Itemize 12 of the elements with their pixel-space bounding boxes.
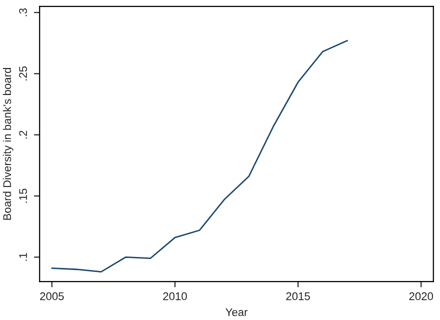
y-tick-label: .3: [19, 8, 27, 16]
y-tick-label: .2: [19, 130, 27, 138]
x-tick-label: 2020: [409, 292, 434, 300]
line-series: [51, 40, 348, 273]
y-tick-label: .15: [19, 188, 27, 203]
x-axis-title: Year: [226, 308, 248, 316]
x-tick-label: 2010: [163, 292, 187, 300]
x-tick-label: 2005: [40, 292, 64, 300]
y-axis-title: Board Diversity in bank's board: [2, 68, 14, 220]
y-tick-label: .25: [19, 66, 27, 80]
x-tick-label: 2015: [286, 292, 310, 300]
y-tick-label: .1: [19, 253, 27, 261]
